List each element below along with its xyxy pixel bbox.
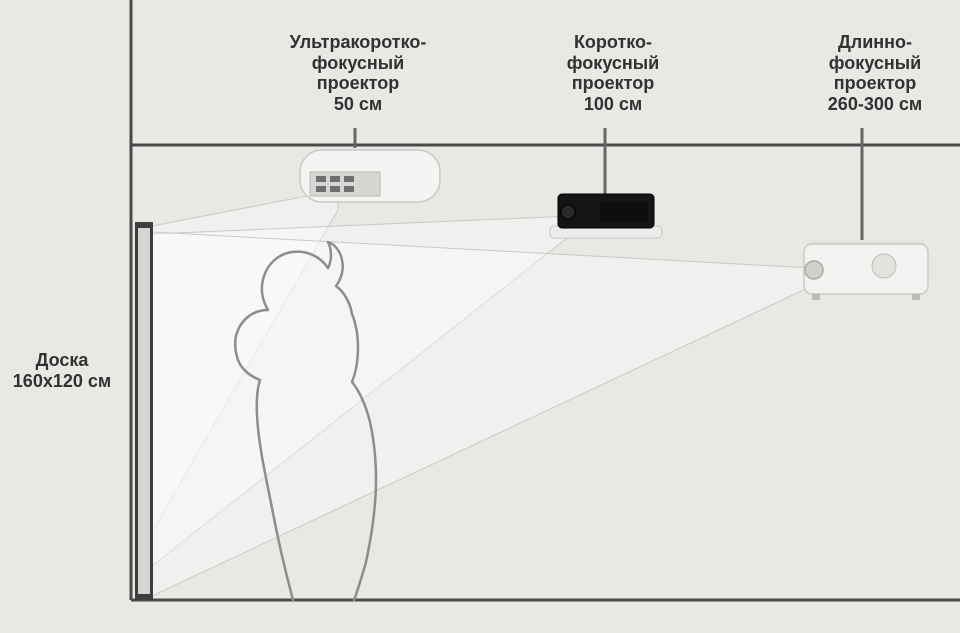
- projector-long: [804, 240, 928, 300]
- label-board: Доска 160x120 см: [2, 350, 122, 391]
- label-ultra-short: Ультракоротко- фокусный проектор 50 см: [258, 32, 458, 115]
- projector-short: [550, 194, 662, 238]
- board-surface: [138, 228, 150, 594]
- projector-ultra-short: [300, 150, 440, 202]
- diagram-root: Ультракоротко- фокусный проектор 50 см К…: [0, 0, 960, 633]
- label-long: Длинно- фокусный проектор 260-300 см: [790, 32, 960, 115]
- label-short: Коротко- фокусный проектор 100 см: [528, 32, 698, 115]
